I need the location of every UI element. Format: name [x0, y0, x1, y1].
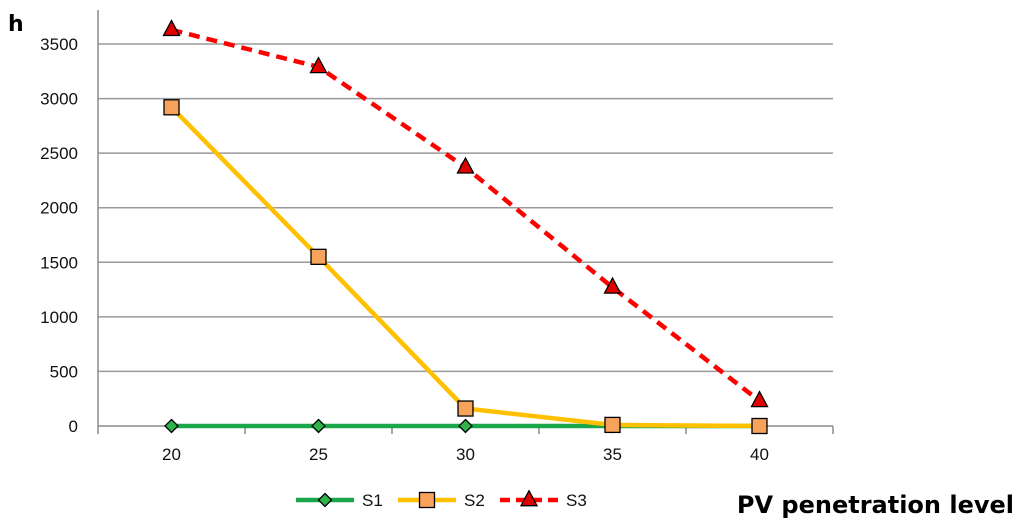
legend-label: S3: [566, 491, 587, 510]
y-tick-label: 1000: [40, 308, 78, 327]
legend-label: S1: [362, 491, 383, 510]
series-line-s2: [169, 105, 760, 429]
gridlines: [98, 43, 833, 373]
legend: S1 S2 S3: [296, 489, 587, 510]
legend-marker: [418, 491, 436, 509]
data-point-s3: [309, 56, 328, 74]
y-tick-label: 2500: [40, 144, 78, 163]
y-tick-label: 2000: [40, 199, 78, 218]
data-point-s3: [603, 276, 622, 294]
data-point-s3: [456, 156, 475, 174]
x-tick-label: 30: [456, 445, 475, 464]
series-group: [162, 19, 769, 435]
legend-item-s3: S3: [500, 489, 587, 510]
data-point-s2: [457, 400, 474, 417]
series-s2: [163, 99, 768, 435]
y-tick-label: 500: [50, 362, 78, 381]
y-tick-label: 3500: [40, 35, 78, 54]
y-tick-label: 0: [69, 417, 78, 436]
legend-marker: [317, 492, 333, 508]
y-tick-label: 1500: [40, 253, 78, 272]
legend-marker: [519, 489, 539, 507]
data-point-s1: [458, 418, 473, 434]
x-tick-labels: 20 25 30 35 40: [162, 445, 769, 464]
data-point-s2: [163, 99, 180, 116]
data-point-s2: [751, 417, 768, 435]
legend-label: S2: [464, 491, 485, 510]
x-axis-title: PV penetration level: [737, 491, 1014, 519]
y-tick-label: 3000: [40, 90, 78, 109]
x-tick-label: 25: [309, 445, 328, 464]
x-tick-label: 35: [603, 445, 622, 464]
data-point-s2: [604, 416, 621, 434]
y-tick-labels: 0 500 1000 1500 2000 2500 3000 3500: [40, 35, 78, 436]
legend-item-s2: S2: [398, 491, 485, 510]
series-s3: [162, 19, 769, 408]
data-point-s3: [750, 390, 769, 408]
series-line-s3: [170, 27, 761, 403]
data-point-s3: [162, 19, 181, 37]
x-tick-label: 20: [162, 445, 181, 464]
x-tick-label: 40: [750, 445, 769, 464]
data-point-s1: [164, 418, 179, 434]
data-point-s1: [311, 418, 326, 434]
y-axis-title: h: [8, 12, 24, 37]
legend-item-s1: S1: [296, 491, 383, 510]
data-point-s2: [310, 248, 327, 265]
